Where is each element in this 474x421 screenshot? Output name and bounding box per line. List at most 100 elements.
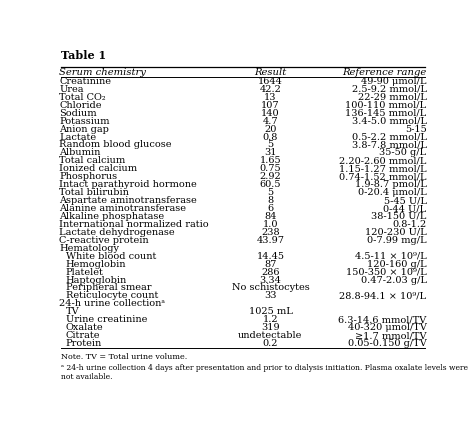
- Text: Creatinine: Creatinine: [59, 77, 111, 86]
- Text: 5: 5: [267, 188, 273, 197]
- Text: Hemoglobin: Hemoglobin: [66, 260, 127, 269]
- Text: Reference range: Reference range: [342, 68, 427, 77]
- Text: 0-44 U/L: 0-44 U/L: [383, 204, 427, 213]
- Text: 3.8-7.8 mmol/L: 3.8-7.8 mmol/L: [352, 141, 427, 149]
- Text: 1.9-8.7 pmol/L: 1.9-8.7 pmol/L: [355, 180, 427, 189]
- Text: Alkaline phosphatase: Alkaline phosphatase: [59, 212, 164, 221]
- Text: Urea: Urea: [59, 85, 84, 94]
- Text: 1.0: 1.0: [263, 220, 278, 229]
- Text: 20: 20: [264, 125, 277, 133]
- Text: 238: 238: [261, 228, 280, 237]
- Text: 0.47-2.03 g/L: 0.47-2.03 g/L: [361, 275, 427, 285]
- Text: Citrate: Citrate: [66, 331, 100, 340]
- Text: 0-7.99 mg/L: 0-7.99 mg/L: [367, 236, 427, 245]
- Text: TV: TV: [66, 307, 80, 316]
- Text: 6: 6: [267, 204, 273, 213]
- Text: 2.92: 2.92: [260, 172, 282, 181]
- Text: 107: 107: [261, 101, 280, 110]
- Text: Lactate dehydrogenase: Lactate dehydrogenase: [59, 228, 175, 237]
- Text: Total bilirubin: Total bilirubin: [59, 188, 129, 197]
- Text: 24-h urine collectionᵃ: 24-h urine collectionᵃ: [59, 299, 165, 308]
- Text: 28.8-94.1 × 10⁹/L: 28.8-94.1 × 10⁹/L: [339, 291, 427, 301]
- Text: 8: 8: [267, 196, 273, 205]
- Text: C-reactive protein: C-reactive protein: [59, 236, 149, 245]
- Text: 38-150 U/L: 38-150 U/L: [371, 212, 427, 221]
- Text: 0.8: 0.8: [263, 133, 278, 141]
- Text: Phosphorus: Phosphorus: [59, 172, 118, 181]
- Text: 136-145 mmol/L: 136-145 mmol/L: [346, 109, 427, 118]
- Text: 0-20.4 μmol/L: 0-20.4 μmol/L: [358, 188, 427, 197]
- Text: 42.2: 42.2: [260, 85, 282, 94]
- Text: 1.2: 1.2: [263, 315, 278, 324]
- Text: Hematology: Hematology: [59, 244, 119, 253]
- Text: 60.5: 60.5: [260, 180, 281, 189]
- Text: Intact parathyroid hormone: Intact parathyroid hormone: [59, 180, 197, 189]
- Text: Platelet: Platelet: [66, 268, 104, 277]
- Text: 150-350 × 10⁹/L: 150-350 × 10⁹/L: [346, 268, 427, 277]
- Text: 35-50 g/L: 35-50 g/L: [380, 149, 427, 157]
- Text: 1.15-1.27 mmol/L: 1.15-1.27 mmol/L: [339, 164, 427, 173]
- Text: 2.5-9.2 mmol/L: 2.5-9.2 mmol/L: [352, 85, 427, 94]
- Text: Albumin: Albumin: [59, 149, 100, 157]
- Text: 0.05-0.150 g/TV: 0.05-0.150 g/TV: [348, 339, 427, 348]
- Text: 33: 33: [264, 291, 277, 301]
- Text: 2.20-2.60 mmol/L: 2.20-2.60 mmol/L: [339, 156, 427, 165]
- Text: 13: 13: [264, 93, 277, 102]
- Text: Table 1: Table 1: [61, 50, 106, 61]
- Text: Result: Result: [255, 68, 287, 77]
- Text: Aspartate aminotransferase: Aspartate aminotransferase: [59, 196, 197, 205]
- Text: 6.3-14.6 mmol/TV: 6.3-14.6 mmol/TV: [338, 315, 427, 324]
- Text: Ionized calcium: Ionized calcium: [59, 164, 137, 173]
- Text: 22-29 mmol/L: 22-29 mmol/L: [358, 93, 427, 102]
- Text: Haptoglobin: Haptoglobin: [66, 275, 127, 285]
- Text: 0.8-1.2: 0.8-1.2: [392, 220, 427, 229]
- Text: 1025 mL: 1025 mL: [248, 307, 292, 316]
- Text: Note. TV = Total urine volume.: Note. TV = Total urine volume.: [61, 353, 187, 361]
- Text: Oxalate: Oxalate: [66, 323, 103, 332]
- Text: Chloride: Chloride: [59, 101, 102, 110]
- Text: ᵃ 24-h urine collection 4 days after presentation and prior to dialysis initiati: ᵃ 24-h urine collection 4 days after pre…: [61, 364, 468, 381]
- Text: ≥1.7 mmol/TV: ≥1.7 mmol/TV: [355, 331, 427, 340]
- Text: Serum chemistry: Serum chemistry: [59, 68, 146, 77]
- Text: 286: 286: [261, 268, 280, 277]
- Text: Peripheral smear: Peripheral smear: [66, 283, 151, 293]
- Text: Urine creatinine: Urine creatinine: [66, 315, 147, 324]
- Text: 4.7: 4.7: [263, 117, 278, 125]
- Text: 43.97: 43.97: [256, 236, 284, 245]
- Text: Anion gap: Anion gap: [59, 125, 109, 133]
- Text: 0.5-2.2 mmol/L: 0.5-2.2 mmol/L: [352, 133, 427, 141]
- Text: Lactate: Lactate: [59, 133, 96, 141]
- Text: 0.74-1.52 mmol/L: 0.74-1.52 mmol/L: [339, 172, 427, 181]
- Text: 40-320 μmol/TV: 40-320 μmol/TV: [348, 323, 427, 332]
- Text: 5-45 U/L: 5-45 U/L: [383, 196, 427, 205]
- Text: White blood count: White blood count: [66, 252, 156, 261]
- Text: 1644: 1644: [258, 77, 283, 86]
- Text: Sodium: Sodium: [59, 109, 97, 118]
- Text: 3.4-5.0 mmol/L: 3.4-5.0 mmol/L: [352, 117, 427, 125]
- Text: Total CO₂: Total CO₂: [59, 93, 106, 102]
- Text: 4.5-11 × 10⁹/L: 4.5-11 × 10⁹/L: [355, 252, 427, 261]
- Text: 120-230 U/L: 120-230 U/L: [365, 228, 427, 237]
- Text: 100-110 mmol/L: 100-110 mmol/L: [346, 101, 427, 110]
- Text: 140: 140: [261, 109, 280, 118]
- Text: 319: 319: [261, 323, 280, 332]
- Text: 5-15: 5-15: [405, 125, 427, 133]
- Text: 84: 84: [264, 212, 277, 221]
- Text: 0.75: 0.75: [260, 164, 281, 173]
- Text: 120-160 g/L: 120-160 g/L: [367, 260, 427, 269]
- Text: 49-90 μmol/L: 49-90 μmol/L: [361, 77, 427, 86]
- Text: International normalized ratio: International normalized ratio: [59, 220, 209, 229]
- Text: Potassium: Potassium: [59, 117, 110, 125]
- Text: 87: 87: [264, 260, 277, 269]
- Text: Total calcium: Total calcium: [59, 156, 126, 165]
- Text: 1.65: 1.65: [260, 156, 281, 165]
- Text: 14.45: 14.45: [256, 252, 284, 261]
- Text: 31: 31: [264, 149, 277, 157]
- Text: 3.34: 3.34: [260, 275, 282, 285]
- Text: Alanine aminotransferase: Alanine aminotransferase: [59, 204, 186, 213]
- Text: 5: 5: [267, 141, 273, 149]
- Text: Random blood glucose: Random blood glucose: [59, 141, 172, 149]
- Text: undetectable: undetectable: [238, 331, 303, 340]
- Text: 0.2: 0.2: [263, 339, 278, 348]
- Text: No schistocytes: No schistocytes: [232, 283, 310, 293]
